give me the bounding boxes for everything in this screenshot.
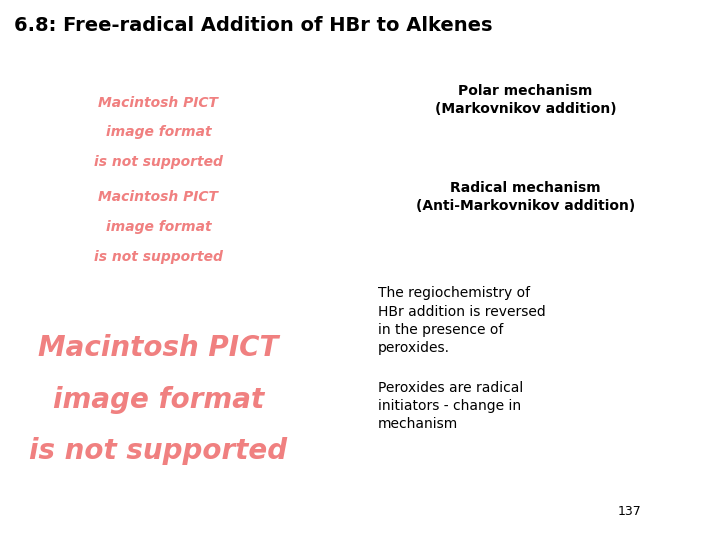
Text: is not supported: is not supported (94, 155, 222, 169)
Text: Radical mechanism
(Anti-Markovnikov addition): Radical mechanism (Anti-Markovnikov addi… (416, 181, 635, 213)
Text: Macintosh PICT: Macintosh PICT (38, 334, 279, 362)
Text: The regiochemistry of
HBr addition is reversed
in the presence of
peroxides.: The regiochemistry of HBr addition is re… (378, 286, 546, 355)
Text: Peroxides are radical
initiators - change in
mechanism: Peroxides are radical initiators - chang… (378, 381, 523, 431)
Text: 137: 137 (618, 505, 642, 518)
Text: image format: image format (53, 386, 264, 414)
Text: image format: image format (106, 125, 211, 139)
Text: image format: image format (106, 220, 211, 234)
Text: is not supported: is not supported (30, 437, 287, 465)
Text: is not supported: is not supported (94, 249, 222, 264)
Text: 6.8: Free-radical Addition of HBr to Alkenes: 6.8: Free-radical Addition of HBr to Alk… (14, 16, 493, 35)
Text: Macintosh PICT: Macintosh PICT (99, 96, 218, 110)
Text: Macintosh PICT: Macintosh PICT (99, 190, 218, 204)
Text: Polar mechanism
(Markovnikov addition): Polar mechanism (Markovnikov addition) (435, 84, 616, 116)
